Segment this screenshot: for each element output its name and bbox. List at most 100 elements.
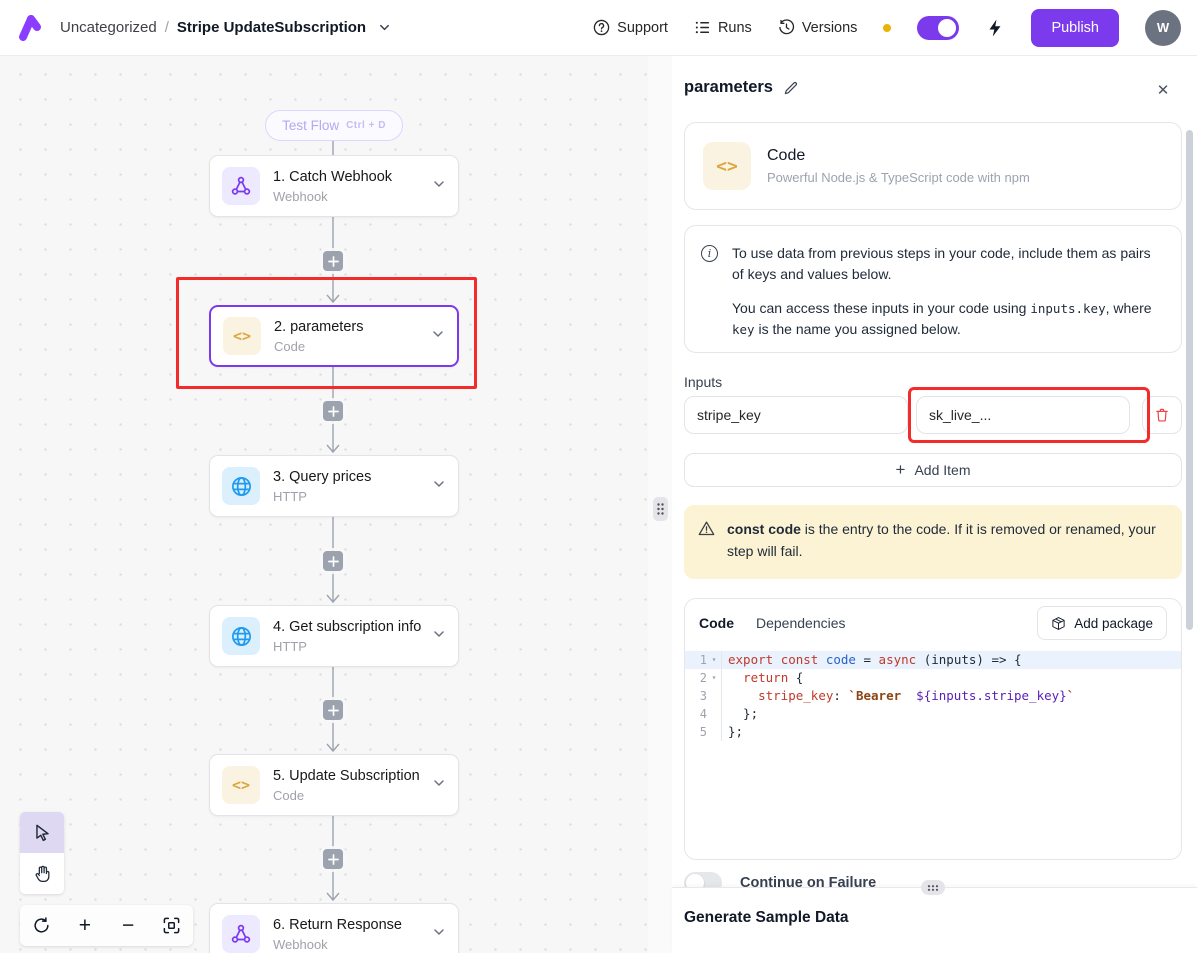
- fold-icon[interactable]: ▾: [711, 673, 717, 682]
- delete-input-button[interactable]: [1142, 396, 1182, 434]
- info-icon: i: [701, 245, 718, 262]
- flow-enabled-toggle[interactable]: [917, 15, 960, 40]
- connector-arrow: [320, 217, 346, 305]
- runs-label: Runs: [717, 19, 752, 36]
- chevron-down-icon[interactable]: [431, 327, 445, 346]
- publish-button[interactable]: Publish: [1031, 8, 1119, 47]
- node-parameters[interactable]: <> 2. parameters Code: [209, 305, 459, 367]
- add-package-button[interactable]: Add package: [1037, 606, 1167, 640]
- inline-code: key: [732, 322, 755, 337]
- main-area: Test Flow Ctrl + D: [0, 56, 1197, 953]
- node-return-response[interactable]: 6. Return Response Webhook: [209, 903, 459, 953]
- test-flow-label: Test Flow: [282, 118, 340, 133]
- connector-arrow: [320, 517, 346, 605]
- code-line: 4 };: [699, 705, 759, 723]
- fit-view-button[interactable]: [154, 909, 188, 943]
- sample-data-drag-handle[interactable]: [921, 880, 945, 895]
- canvas-tool-palette: [20, 812, 64, 894]
- input-key-field[interactable]: [684, 396, 908, 434]
- tab-code[interactable]: Code: [699, 615, 734, 631]
- add-package-label: Add package: [1074, 615, 1153, 631]
- add-step-button[interactable]: [323, 551, 343, 571]
- add-step-button[interactable]: [323, 849, 343, 869]
- node-get-subscription-info[interactable]: 4. Get subscription info HTTP: [209, 605, 459, 667]
- piece-card[interactable]: <> Code Powerful Node.js & TypeScript co…: [684, 122, 1182, 210]
- zoom-out-button[interactable]: −: [121, 913, 135, 937]
- code-editor[interactable]: 1 ▾ export const code = async (inputs) => …: [685, 647, 1181, 741]
- code-line: 1 ▾ export const code = async (inputs) => …: [685, 651, 1181, 669]
- node-title: 6. Return Response: [273, 917, 402, 933]
- draft-status-dot: [883, 23, 892, 32]
- chevron-down-icon[interactable]: [432, 776, 446, 795]
- test-flow-button[interactable]: Test Flow Ctrl + D: [265, 110, 403, 141]
- flow-menu-chevron-icon[interactable]: [378, 21, 391, 34]
- panel-resize-handle[interactable]: [653, 497, 668, 521]
- support-link[interactable]: Support: [593, 19, 668, 36]
- connector-line: [320, 141, 346, 155]
- zoom-in-button[interactable]: +: [78, 913, 91, 937]
- flow-canvas[interactable]: Test Flow Ctrl + D: [0, 56, 648, 953]
- add-item-button[interactable]: + Add Item: [684, 453, 1182, 487]
- runs-link[interactable]: Runs: [694, 19, 752, 36]
- chevron-down-icon[interactable]: [432, 925, 446, 944]
- refresh-icon: [34, 917, 49, 933]
- canvas-toolbar: + −: [20, 905, 193, 946]
- info-card: i To use data from previous steps in you…: [684, 225, 1182, 353]
- node-update-subscription[interactable]: <> 5. Update Subscription Code: [209, 754, 459, 816]
- node-subtitle: Code: [273, 788, 305, 803]
- chevron-down-icon[interactable]: [432, 627, 446, 646]
- node-title: 5. Update Subscription: [273, 768, 420, 784]
- fold-icon[interactable]: ▾: [711, 655, 717, 664]
- globe-icon: [222, 617, 260, 655]
- breadcrumb-separator: /: [164, 19, 169, 36]
- add-step-button[interactable]: [323, 251, 343, 271]
- add-step-button[interactable]: [323, 700, 343, 720]
- globe-icon: [222, 467, 260, 505]
- node-subtitle: Code: [274, 339, 306, 354]
- sample-data-panel: Generate Sample Data: [672, 880, 1197, 953]
- node-catch-webhook[interactable]: 1. Catch Webhook Webhook: [209, 155, 459, 217]
- top-bar: Uncategorized / Stripe UpdateSubscriptio…: [0, 0, 1197, 56]
- info-paragraph-1: To use data from previous steps in your …: [732, 245, 1151, 282]
- code-editor-lines: 1 ▾ export const code = async (inputs) => …: [685, 651, 1181, 741]
- activepieces-logo: [19, 14, 41, 41]
- tab-dependencies[interactable]: Dependencies: [756, 615, 846, 631]
- plus-icon: +: [895, 460, 906, 479]
- connector-arrow: [320, 367, 346, 455]
- breadcrumb-category[interactable]: Uncategorized: [60, 19, 157, 36]
- code-line: 2 ▾ return {: [699, 669, 804, 687]
- node-title: 1. Catch Webhook: [273, 169, 393, 185]
- pan-tool-button[interactable]: [20, 853, 64, 894]
- select-tool-button[interactable]: [20, 812, 64, 853]
- history-icon: [779, 19, 794, 35]
- node-title: 3. Query prices: [273, 469, 372, 485]
- flow-name[interactable]: Stripe UpdateSubscription: [176, 19, 367, 36]
- panel-scrollbar[interactable]: [1186, 130, 1193, 630]
- refresh-button[interactable]: [25, 909, 59, 943]
- node-subtitle: HTTP: [273, 489, 307, 504]
- hand-icon: [35, 865, 49, 883]
- versions-label: Versions: [801, 19, 858, 36]
- code-icon: <>: [223, 317, 261, 355]
- edit-pencil-icon[interactable]: [783, 80, 799, 96]
- node-title: 4. Get subscription info: [273, 619, 422, 635]
- node-query-prices[interactable]: 3. Query prices HTTP: [209, 455, 459, 517]
- info-paragraph-2: You can access these inputs in your code…: [732, 300, 1152, 337]
- add-step-button[interactable]: [323, 401, 343, 421]
- inputs-label: Inputs: [684, 374, 723, 390]
- webhook-icon: [222, 167, 260, 205]
- bolt-icon[interactable]: [985, 18, 1005, 38]
- chevron-down-icon[interactable]: [432, 177, 446, 196]
- versions-link[interactable]: Versions: [778, 19, 858, 36]
- add-item-label: Add Item: [914, 462, 971, 478]
- warning-text: const code is the entry to the code. If …: [727, 521, 1156, 559]
- close-icon[interactable]: ✕: [1156, 82, 1170, 99]
- trash-icon: [1156, 408, 1168, 422]
- panel-resize-gutter: [648, 56, 672, 953]
- avatar[interactable]: W: [1145, 9, 1181, 46]
- chevron-down-icon[interactable]: [432, 477, 446, 496]
- warning-icon: [698, 520, 715, 579]
- input-value-field[interactable]: [916, 396, 1130, 434]
- fit-view-icon: [163, 917, 180, 934]
- node-subtitle: Webhook: [273, 937, 328, 952]
